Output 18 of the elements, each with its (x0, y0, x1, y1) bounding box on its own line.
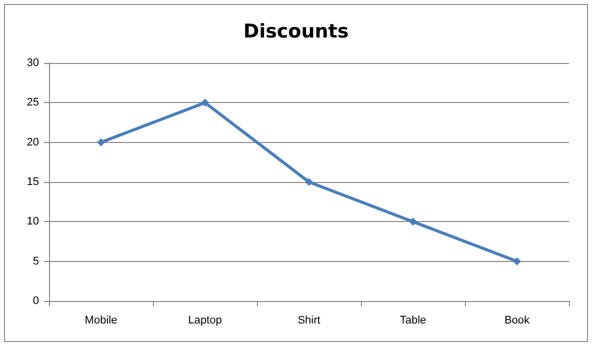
x-tick-label: Mobile (84, 314, 118, 326)
x-tick-label: Book (504, 314, 530, 326)
chart-title: Discounts (243, 20, 349, 42)
y-tick-label: 15 (26, 176, 39, 188)
point (513, 257, 521, 266)
y-tick-label: 0 (32, 295, 39, 307)
point (409, 218, 417, 226)
x-tick-label: Table (400, 314, 426, 326)
x-tick-label: Laptop (188, 314, 222, 326)
y-tick-label: 25 (26, 96, 39, 109)
y-tick-label: 30 (26, 57, 39, 69)
y-tick-label: 10 (26, 216, 39, 228)
point (201, 98, 209, 107)
point (305, 178, 313, 186)
x-tick-label: Shirt (298, 314, 320, 326)
point (97, 138, 105, 146)
y-tick-label: 5 (32, 255, 39, 268)
y-tick-label: 20 (26, 136, 39, 148)
